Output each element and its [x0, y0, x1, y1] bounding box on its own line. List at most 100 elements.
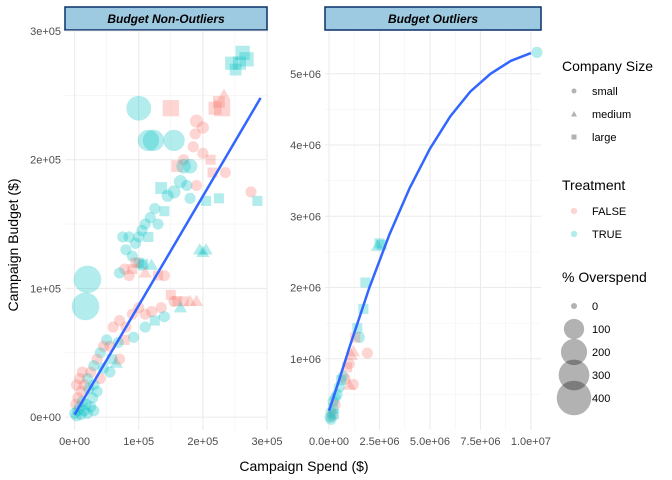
fit-line [73, 97, 262, 416]
scatter-point [189, 128, 201, 140]
scatter-point [119, 334, 130, 345]
scatter-point [136, 259, 148, 271]
scatter-point [360, 277, 371, 288]
y-tick-label: 5e+06 [290, 69, 321, 81]
scatter-point [184, 192, 196, 204]
legend-label: 200 [592, 347, 610, 359]
scatter-point [113, 267, 126, 279]
scatter-point [361, 347, 373, 359]
legend-key-large [571, 134, 577, 140]
scatter-point [158, 269, 170, 282]
scatter-point [173, 175, 187, 189]
scatter-point [213, 95, 225, 108]
scatter-point [245, 186, 257, 198]
scatter-point [149, 315, 160, 326]
scatter-point [144, 258, 159, 270]
scatter-point [176, 158, 191, 174]
scatter-point [101, 334, 113, 346]
scatter-point [109, 356, 123, 368]
scatter-point [129, 237, 142, 249]
y-tick-label: 1e+05 [30, 283, 61, 295]
scatter-point [130, 257, 141, 268]
scatter-point [163, 129, 185, 152]
tick-labels: 0e+00 1e+05 2e+05 3e+05 0e+00 1e+05 2e+05 3e+05 [30, 26, 282, 448]
scatter-point [213, 193, 224, 204]
scatter-point [139, 218, 151, 230]
y-tick-label: 2e+06 [290, 283, 321, 295]
scatter-point [167, 185, 181, 199]
scatter-point [139, 321, 151, 333]
scatter-point [353, 331, 365, 343]
legend-key-overspend [558, 359, 590, 391]
scatter-point [123, 231, 135, 243]
legend-key-small [571, 88, 577, 94]
scatter-point [346, 344, 360, 357]
y-axis-title: Campaign Budget ($) [5, 178, 21, 311]
scatter-point [143, 231, 154, 242]
scatter-point [207, 167, 218, 178]
scatter-point [120, 244, 132, 256]
scatter-point [158, 311, 170, 323]
legend-label: large [592, 132, 616, 144]
legend-treatment-title: Treatment [562, 177, 625, 193]
x-tick-label: 7.5e+06 [460, 436, 500, 448]
scatter-point [144, 212, 156, 224]
scatter-point [187, 141, 199, 153]
scatter-point [73, 265, 102, 294]
scatter-point [78, 379, 90, 391]
scatter-point [138, 258, 149, 269]
legend-items: small medium large FALSE TRUE 0 100 200 300 400 [556, 86, 631, 416]
legend-label: 300 [592, 370, 610, 382]
scatter-point [126, 250, 138, 262]
y-tick-label: 4e+06 [290, 140, 321, 152]
scatter-point [75, 408, 87, 421]
panel-budget-non-outliers: Budget Non-Outliers 0e+00 1e+05 2e+05 3e+05… [30, 6, 282, 448]
scatter-point [152, 218, 164, 230]
scatter-point [172, 296, 183, 307]
scatter-point [217, 88, 231, 101]
scatter-point [165, 289, 176, 300]
legend-key-overspend [570, 302, 578, 310]
scatter-point [106, 354, 117, 365]
legend-company-size-title: Company Size [562, 58, 653, 74]
scatter-point [81, 407, 94, 419]
scatter-point [159, 206, 170, 217]
x-axis-title: Campaign Spend ($) [239, 458, 368, 474]
scatter-point [91, 353, 103, 365]
scatter-point [113, 353, 126, 365]
scatter-point [342, 378, 356, 390]
scatter-point [155, 182, 168, 194]
scatter-point [161, 189, 174, 202]
legend-key-FALSE [570, 207, 578, 215]
scatter-point [173, 301, 188, 313]
scatter-point [97, 340, 110, 352]
scatter-point [239, 52, 254, 67]
scatter-point [182, 158, 198, 174]
scatter-point [342, 362, 353, 373]
legend-label: 0 [592, 301, 598, 313]
scatter-point [123, 269, 135, 282]
scatter-point [370, 239, 385, 251]
scatter-point [119, 263, 131, 275]
x-tick-label: 1e+05 [123, 436, 154, 448]
strip-title: Budget Non-Outliers [107, 12, 225, 26]
tick-labels: 0.0e+00 2.5e+06 5.0e+06 7.5e+06 1.0e+07 1e+06… [290, 69, 551, 448]
scatter-point [214, 100, 231, 117]
scatter-point [71, 292, 100, 321]
legend-key-medium [571, 111, 577, 117]
legend: Company Size Treatment % Overspend small… [556, 58, 653, 416]
scatter-point [72, 392, 84, 404]
strip-background [324, 6, 542, 31]
scatter-points [69, 45, 263, 422]
scatter-point [336, 375, 347, 386]
scatter-point [149, 203, 161, 215]
legend-label: medium [592, 109, 631, 121]
x-tick-label: 0.0e+00 [309, 436, 349, 448]
scatter-point [374, 238, 385, 249]
scatter-point [162, 100, 179, 117]
scatter-point [350, 332, 361, 343]
scatter-point [189, 294, 204, 306]
scatter-point [139, 308, 151, 320]
scatter-point [376, 239, 387, 250]
